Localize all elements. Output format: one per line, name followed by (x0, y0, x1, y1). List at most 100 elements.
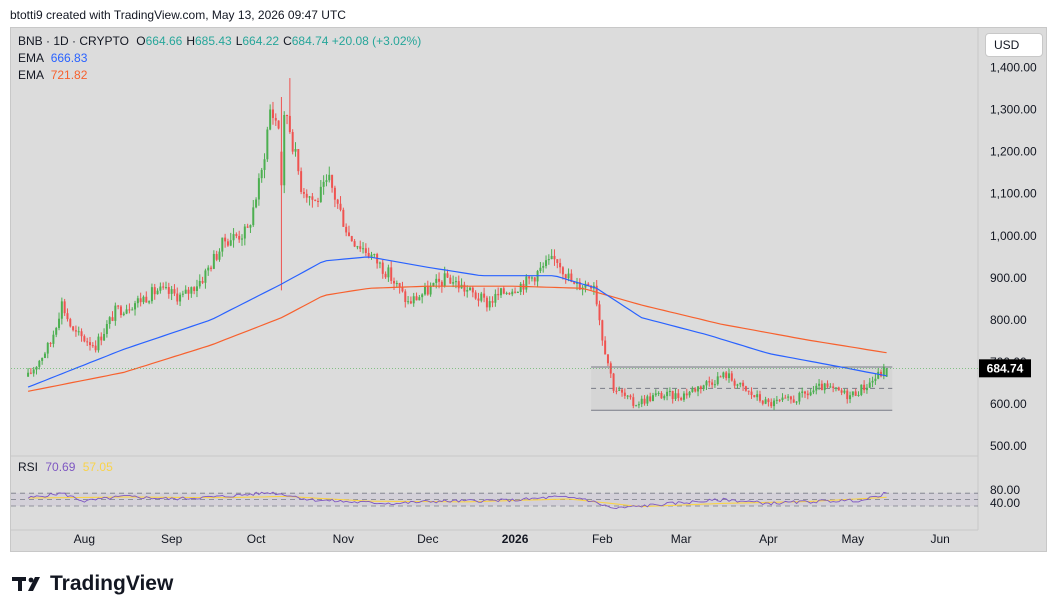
price-tick-label: 1,400.00 (990, 61, 1037, 75)
candle-body (728, 373, 730, 379)
last-price-label: 684.74 (987, 361, 1024, 375)
candle-body (198, 280, 201, 287)
candle-body (708, 381, 711, 383)
candle-body (564, 274, 567, 279)
candle-body (229, 240, 232, 246)
candle-body (55, 327, 58, 335)
candle-body (252, 207, 255, 226)
candle-body (775, 399, 778, 401)
candle-body (488, 301, 491, 308)
candle-body (629, 395, 632, 398)
tradingview-logo: TradingView (12, 572, 173, 596)
candle-body (122, 313, 125, 316)
price-tick-label: 600.00 (990, 397, 1027, 411)
ema-slow-value: 721.82 (50, 68, 88, 82)
candle-body (739, 382, 742, 385)
candle-body (111, 317, 114, 321)
candle-body (426, 286, 429, 295)
candle-body (454, 281, 457, 283)
candle-body (243, 226, 246, 239)
time-tick-label: Jun (930, 532, 949, 546)
candle-body (246, 226, 249, 228)
candle-body (818, 383, 821, 386)
candle-body (142, 296, 145, 303)
candle-body (804, 391, 807, 394)
candle-body (139, 298, 142, 303)
candle-body (165, 287, 167, 289)
candle-body (787, 396, 790, 398)
candle-body (263, 159, 266, 170)
ohlc-value: 664.66 (145, 34, 183, 48)
candle-body (494, 293, 497, 303)
candle-body (674, 393, 677, 400)
time-tick-label: Feb (592, 532, 613, 546)
candle-body (497, 293, 500, 296)
price-change: +20.08 (+3.02%) (331, 34, 422, 48)
price-tick-label: 800.00 (990, 313, 1027, 327)
candle-body (550, 255, 553, 260)
candle-body (215, 253, 218, 260)
candle-body (682, 393, 685, 400)
candle-body (570, 273, 573, 282)
candle-body (559, 262, 562, 268)
candle-body (224, 237, 227, 242)
chart-credit: btotti9 created with TradingView.com, Ma… (10, 8, 346, 22)
candle-body (747, 390, 750, 392)
candle-body (640, 398, 643, 405)
candle-body (773, 400, 776, 407)
candle-body (823, 383, 826, 391)
candle-body (91, 345, 94, 347)
candle-body (308, 196, 311, 198)
candle-body (770, 402, 773, 407)
candle-body (274, 117, 277, 121)
candle-body (412, 296, 415, 304)
ohlc-value: 685.43 (194, 34, 232, 48)
candle-body (277, 120, 280, 129)
candle-body (271, 109, 274, 118)
candle-body (694, 388, 697, 392)
candle-body (156, 290, 159, 295)
candle-body (463, 284, 466, 292)
candle-body (74, 330, 77, 332)
candle-body (657, 392, 660, 394)
ohlc-l: L664.22 (236, 34, 279, 48)
time-tick-label: Mar (671, 532, 692, 546)
candle-body (305, 193, 308, 198)
ohlc-value: 664.22 (242, 34, 280, 48)
candle-body (356, 246, 359, 248)
ema-fast-line (27, 256, 887, 388)
candle-body (136, 298, 139, 304)
candle-body (373, 254, 376, 256)
candle-body (32, 369, 35, 374)
candle-body (29, 372, 32, 374)
candle-body (730, 373, 733, 381)
candle-body (170, 289, 173, 294)
candle-body (480, 293, 483, 301)
candle-body (280, 151, 283, 186)
candle-body (561, 267, 564, 275)
currency-button[interactable]: USD (985, 33, 1043, 57)
candle-body (877, 371, 880, 379)
candle-body (697, 386, 700, 392)
candle-body (297, 149, 300, 172)
candle-body (826, 383, 829, 387)
candle-body (471, 287, 474, 293)
candle-body (260, 169, 263, 179)
chart-frame[interactable] (10, 27, 1047, 552)
candle-body (212, 253, 215, 269)
candle-body (190, 287, 193, 294)
ema-fast-value: 666.83 (50, 51, 88, 65)
ema-slow-line (27, 285, 887, 392)
candle-body (857, 394, 860, 396)
ohlc-key: C (283, 34, 292, 48)
candle-body (449, 277, 452, 284)
candle-body (187, 289, 190, 294)
candle-body (874, 378, 877, 381)
candle-body (466, 289, 469, 292)
candle-body (798, 392, 801, 402)
candle-body (758, 394, 761, 401)
candle-body (60, 301, 63, 319)
candle-body (578, 282, 581, 290)
candle-body (871, 380, 874, 383)
